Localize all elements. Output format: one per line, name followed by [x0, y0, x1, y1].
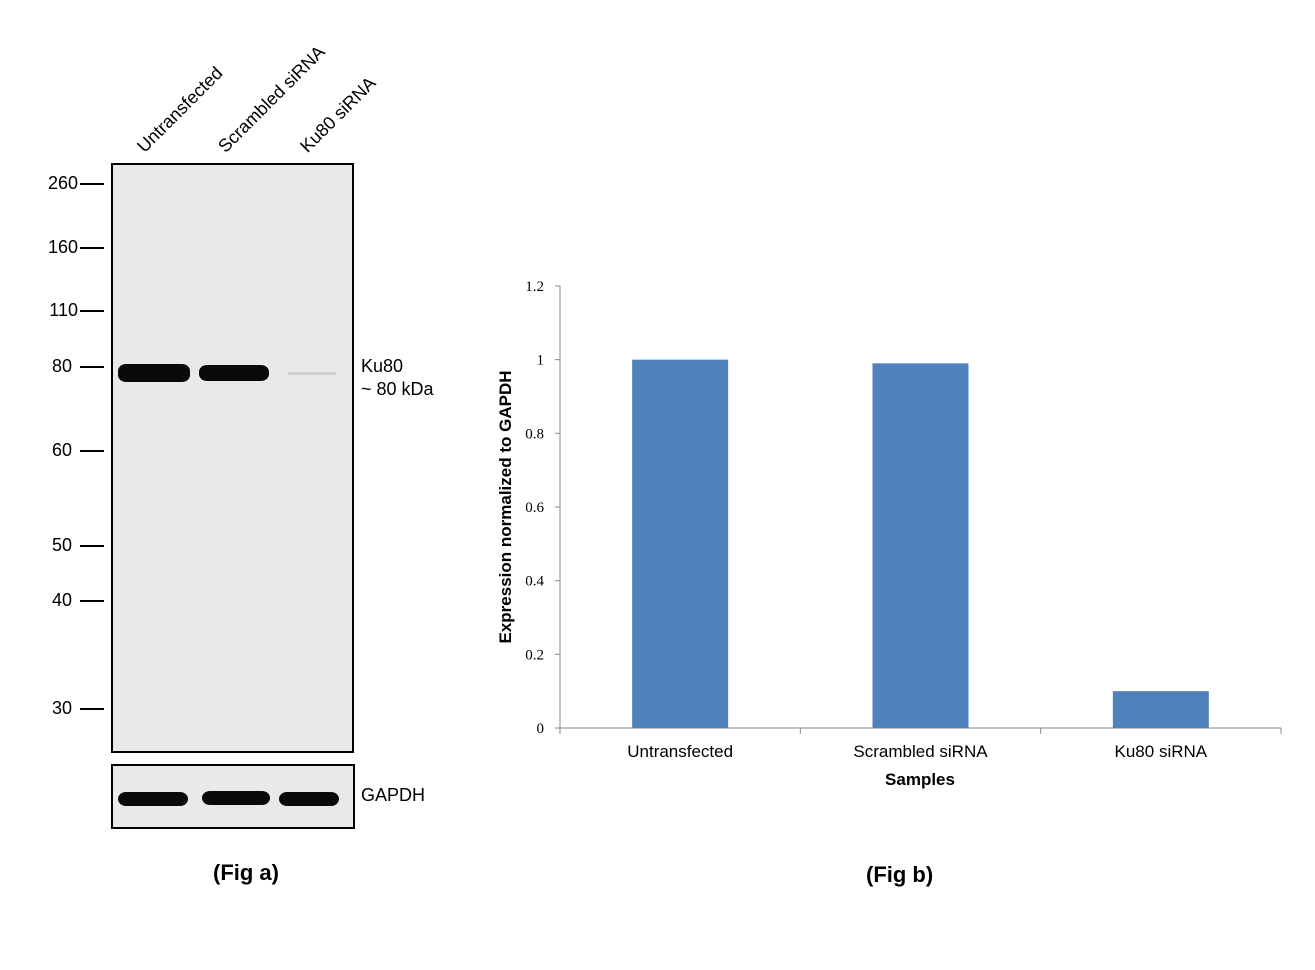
bar-ku80-sirna	[1112, 691, 1209, 728]
x-tick-label: Untransfected	[627, 742, 733, 761]
y-tick-label: 1.2	[525, 279, 544, 295]
gapdh-blot	[111, 764, 355, 829]
marker-50: 50	[51, 535, 72, 555]
band-ku80-scrambled	[199, 365, 269, 381]
bar-scrambled-sirna	[872, 363, 969, 728]
band-gapdh-1	[118, 792, 188, 806]
marker-160: 160	[47, 237, 78, 257]
y-tick-label: 1	[537, 353, 545, 369]
caption-fig-a: (Fig a)	[213, 860, 279, 885]
marker-110: 110	[49, 300, 78, 320]
ku80-blot	[111, 163, 354, 753]
marker-tick	[80, 450, 104, 452]
marker-80: 80	[51, 356, 72, 376]
band-gapdh-3	[279, 792, 339, 806]
marker-260: 260	[47, 173, 78, 193]
band-ku80-untransfected	[118, 364, 190, 382]
marker-40: 40	[51, 590, 72, 610]
gapdh-label: GAPDH	[361, 785, 426, 805]
marker-tick	[80, 247, 104, 249]
band-gapdh-2	[202, 791, 270, 805]
x-tick-label: Ku80 siRNA	[1115, 742, 1208, 761]
marker-tick	[80, 366, 104, 368]
caption-fig-b: (Fig b)	[866, 862, 934, 887]
x-axis-label: Samples	[885, 770, 955, 789]
band-ku80-knockdown	[288, 372, 336, 375]
marker-tick	[80, 310, 104, 312]
marker-tick	[80, 183, 104, 185]
y-tick-label: 0.8	[525, 426, 544, 442]
x-tick-label: Scrambled siRNA	[853, 742, 988, 761]
y-axis-label: Expression normalized to GAPDH	[496, 371, 515, 644]
bar-untransfected	[632, 359, 729, 728]
target-size: ~ 80 kDa	[361, 379, 434, 399]
marker-60: 60	[51, 440, 72, 460]
marker-tick	[80, 545, 104, 547]
marker-30: 30	[51, 698, 72, 718]
y-tick-label: 0.6	[525, 500, 544, 516]
y-tick-label: 0	[537, 721, 545, 737]
y-tick-label: 0.2	[525, 647, 544, 663]
marker-tick	[80, 600, 104, 602]
target-label: Ku80	[361, 356, 404, 376]
y-tick-label: 0.4	[525, 574, 544, 590]
marker-tick	[80, 708, 104, 710]
